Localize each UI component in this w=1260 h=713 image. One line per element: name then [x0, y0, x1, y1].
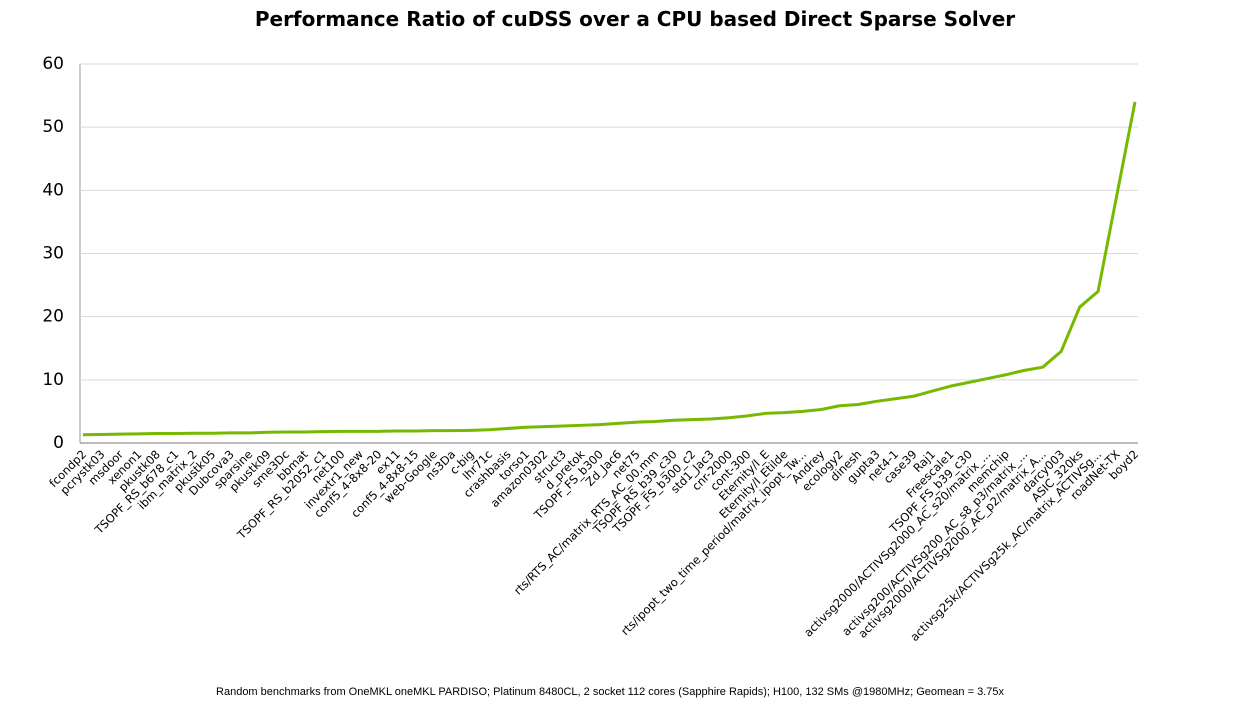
y-tick-label: 30 — [42, 244, 64, 264]
y-tick-label: 60 — [42, 54, 64, 74]
y-tick-label: 50 — [42, 117, 64, 137]
y-tick-label: 10 — [42, 370, 64, 390]
footnote: Random benchmarks from OneMKL oneMKL PAR… — [216, 686, 1004, 698]
y-tick-label: 0 — [53, 433, 64, 453]
line — [82, 101, 1137, 437]
y-tick-label: 20 — [42, 307, 64, 327]
y-tick-label: 40 — [42, 180, 64, 200]
chart-title: Performance Ratio of cuDSS over a CPU ba… — [255, 7, 1015, 31]
